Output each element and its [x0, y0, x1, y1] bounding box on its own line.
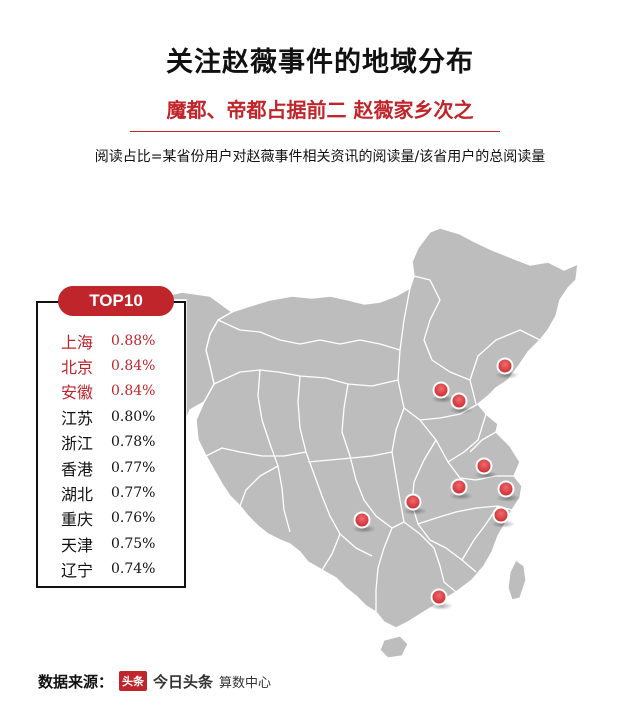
rank-value: 0.76%	[111, 510, 156, 527]
brand-name: 今日头条	[153, 672, 214, 691]
map-marker-chongqing	[352, 511, 376, 533]
rank-row: 上海 0.88%	[61, 328, 155, 353]
rank-row: 北京 0.84%	[61, 353, 155, 378]
hainan-shape	[379, 635, 409, 659]
western-region-shape	[149, 291, 234, 421]
map-marker-shanghai	[496, 480, 520, 502]
map-marker-zhejiang	[491, 506, 515, 528]
rank-row: 浙江 0.78%	[61, 430, 155, 455]
ranking-list: 上海 0.88% 北京 0.84% 安徽 0.84% 江苏 0.80% 浙江 0…	[61, 328, 155, 582]
rank-province: 江苏	[61, 408, 94, 428]
map-marker-beijing	[431, 381, 455, 403]
rank-value: 0.78%	[111, 434, 156, 451]
toutiao-logo-icon: 头条	[119, 671, 148, 691]
province-borders	[205, 275, 541, 612]
map-marker-anhui	[449, 478, 473, 500]
rank-province: 安徽	[61, 383, 94, 403]
subtitle-divider	[130, 131, 500, 132]
rank-province: 浙江	[61, 434, 94, 454]
rank-row: 辽宁 0.74%	[61, 557, 155, 582]
rank-row: 湖北 0.77%	[61, 480, 155, 505]
rank-row: 香港 0.77%	[61, 455, 155, 480]
rank-row: 安徽 0.84%	[61, 379, 155, 404]
rank-province: 湖北	[61, 485, 94, 505]
rank-province: 香港	[61, 459, 94, 479]
marker-layer	[352, 357, 520, 610]
rank-province: 北京	[61, 358, 94, 378]
rank-value: 0.84%	[111, 383, 156, 400]
rank-province: 天津	[61, 535, 94, 555]
rank-province: 上海	[61, 332, 94, 352]
rank-province: 辽宁	[61, 561, 94, 581]
map-marker-hubei	[403, 493, 427, 515]
definition-note: 阅读占比=某省份用户对赵薇事件相关资讯的阅读量/该省用户的总阅读量	[94, 149, 546, 165]
rank-row: 天津 0.75%	[61, 531, 155, 556]
map-marker-liaoning	[495, 357, 519, 379]
rank-row: 江苏 0.80%	[61, 404, 155, 429]
top10-badge: TOP10	[58, 286, 174, 316]
map-marker-tianjin	[449, 392, 473, 414]
taiwan-shape	[507, 559, 527, 601]
data-source: 数据来源： 头条 今日头条 算数中心	[38, 669, 271, 693]
source-label: 数据来源：	[38, 672, 114, 691]
brand-subname: 算数中心	[219, 675, 272, 691]
rank-value: 0.77%	[111, 485, 156, 502]
rank-value: 0.75%	[111, 535, 156, 552]
rank-row: 重庆 0.76%	[61, 506, 155, 531]
rank-value: 0.84%	[111, 358, 156, 375]
chart-title: 关注赵薇事件的地域分布	[166, 47, 474, 78]
rank-value: 0.80%	[111, 408, 156, 425]
rank-value: 0.77%	[111, 459, 156, 476]
rank-value: 0.88%	[111, 332, 156, 349]
rank-province: 重庆	[61, 510, 94, 530]
map-marker-jiangsu	[474, 457, 498, 479]
chart-subtitle: 魔都、帝都占据前二 赵薇家乡次之	[166, 98, 474, 122]
rank-value: 0.74%	[111, 561, 156, 578]
map-marker-hongkong	[429, 588, 453, 610]
